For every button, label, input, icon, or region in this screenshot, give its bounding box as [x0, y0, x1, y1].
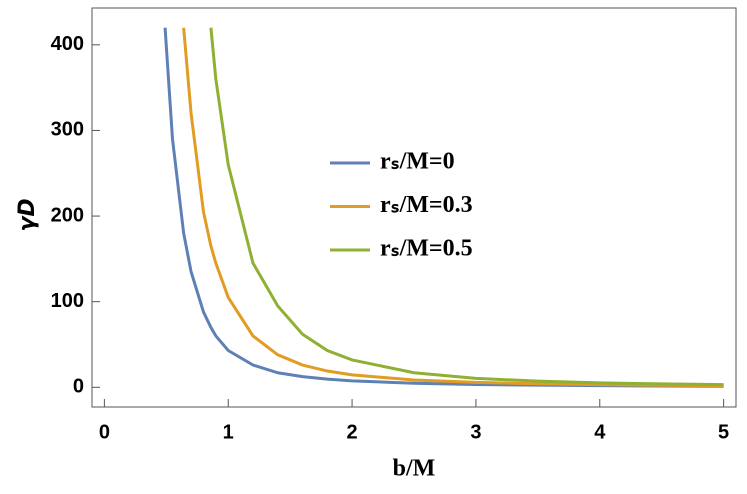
legend-label: rₛ/M=0.5 — [380, 236, 473, 262]
x-tick-label: 4 — [594, 421, 606, 443]
y-tick-label: 400 — [51, 33, 84, 55]
legend-label: rₛ/M=0 — [380, 149, 455, 175]
x-axis-label: b/M — [393, 456, 436, 482]
y-tick-label: 100 — [51, 290, 84, 312]
x-tick-label: 3 — [470, 421, 481, 443]
plot-frame — [91, 7, 737, 408]
x-tick-label: 2 — [347, 421, 358, 443]
legend-label: rₛ/M=0.3 — [380, 192, 473, 218]
y-tick-label: 300 — [51, 119, 84, 141]
line — [209, 27, 724, 387]
x-tick-label: 5 — [718, 421, 729, 443]
line — [182, 27, 724, 388]
y-tick-label: 0 — [73, 376, 84, 398]
x-tick-label: 1 — [223, 421, 234, 443]
y-tick-label: 200 — [51, 204, 84, 226]
x-tick-label: 0 — [99, 421, 110, 443]
y-axis-label: γD — [15, 198, 40, 231]
